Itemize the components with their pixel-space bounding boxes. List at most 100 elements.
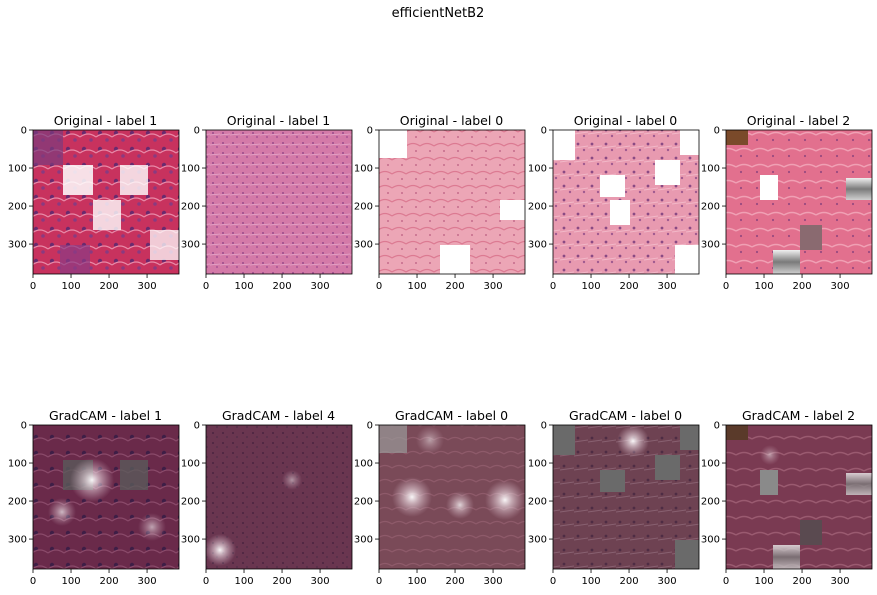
y-tick-label: 300 [8, 240, 27, 251]
panel-gradcam-3: GradCAM - label 0 [378, 408, 526, 570]
tile-patch [800, 520, 822, 545]
axes-frame [725, 129, 873, 275]
y-tick-label: 300 [354, 535, 373, 546]
tile-patch [760, 470, 778, 495]
tile-patch [379, 425, 407, 453]
y-tick-label: 0 [21, 421, 27, 432]
x-tick-label: 200 [99, 576, 118, 587]
y-tick-label: 100 [181, 459, 200, 470]
axes-frame [378, 424, 526, 570]
y-tick-label: 200 [181, 497, 200, 508]
x-tick-label: 200 [272, 576, 291, 587]
y-tick-label: 300 [8, 535, 27, 546]
x-tick-label: 200 [619, 576, 638, 587]
tile-patch [120, 165, 148, 195]
x-tick-label: 0 [723, 576, 729, 587]
x-tick-label: 300 [138, 281, 157, 292]
y-tick-label: 0 [21, 126, 27, 137]
figure-title: efficientNetB2 [392, 6, 485, 21]
x-tick-label: 100 [234, 281, 253, 292]
panel-title: GradCAM - label 2 [742, 408, 855, 423]
tile-patch [675, 245, 699, 274]
y-tick-label: 100 [8, 164, 27, 175]
y-tick-label: 300 [528, 240, 547, 251]
x-tick-label: 0 [550, 281, 556, 292]
heat-spot [48, 498, 76, 526]
tile-patch [726, 130, 748, 145]
x-tick-label: 0 [376, 281, 382, 292]
tile-patch [800, 225, 822, 250]
x-tick-label: 100 [581, 576, 600, 587]
y-tick-label: 200 [528, 202, 547, 213]
x-tick-label: 200 [445, 281, 464, 292]
tile-patch [63, 165, 93, 195]
heat-spot [416, 426, 444, 454]
panel-original-1: Original - label 1 [32, 113, 180, 275]
x-tick-label: 0 [723, 281, 729, 292]
x-tick-label: 300 [831, 281, 850, 292]
x-tick-label: 100 [407, 281, 426, 292]
tile-patch [846, 178, 872, 200]
panel-title: Original - label 0 [574, 113, 678, 128]
tile-patch [553, 130, 575, 160]
histology-image [206, 130, 352, 274]
gradcam-image [33, 425, 179, 569]
axes-frame [378, 129, 526, 275]
heat-spot [392, 477, 432, 517]
tile-patch [610, 200, 630, 225]
tile-patch [655, 160, 680, 185]
x-tick-label: 100 [61, 576, 80, 587]
y-tick-label: 100 [8, 459, 27, 470]
tile-patch [726, 425, 748, 440]
x-tick-label: 300 [658, 281, 677, 292]
x-tick-label: 300 [831, 576, 850, 587]
tile-patch [93, 200, 121, 230]
y-tick-label: 100 [701, 164, 720, 175]
panel-gradcam-2: GradCAM - label 4 [204, 408, 353, 570]
axes-frame [725, 424, 873, 570]
axes-frame [32, 129, 180, 275]
panel-title: Original - label 1 [227, 113, 331, 128]
tile-patch [600, 470, 625, 492]
x-tick-label: 200 [792, 576, 811, 587]
axes-frame [205, 129, 353, 275]
panel-original-5: Original - label 2 [725, 113, 873, 275]
tile-patch [500, 200, 525, 220]
x-tick-label: 0 [30, 576, 36, 587]
tile-patch [600, 175, 625, 197]
x-tick-label: 300 [484, 281, 503, 292]
x-tick-label: 0 [376, 576, 382, 587]
y-tick-label: 100 [354, 164, 373, 175]
axes-frame [552, 129, 700, 275]
y-tick-label: 0 [541, 421, 547, 432]
panel-original-4: Original - label 0 [552, 113, 700, 275]
tile-patch [773, 250, 800, 274]
x-tick-label: 0 [203, 281, 209, 292]
panel-title: Original - label 0 [400, 113, 504, 128]
y-tick-label: 300 [354, 240, 373, 251]
x-tick-label: 100 [234, 576, 253, 587]
x-tick-label: 300 [311, 576, 330, 587]
panel-title: GradCAM - label 1 [49, 408, 162, 423]
y-tick-label: 300 [181, 240, 200, 251]
axes-frame [552, 424, 700, 570]
panel-title: Original - label 2 [747, 113, 851, 128]
y-tick-label: 200 [8, 497, 27, 508]
panel-gradcam-4: GradCAM - label 0 [552, 408, 700, 570]
tile-patch [553, 425, 575, 455]
heat-spot [617, 425, 649, 457]
y-tick-label: 0 [714, 421, 720, 432]
x-tick-label: 100 [407, 576, 426, 587]
tile-patch [680, 130, 699, 155]
y-tick-label: 100 [701, 459, 720, 470]
y-tick-label: 200 [354, 202, 373, 213]
x-tick-label: 200 [99, 281, 118, 292]
tile-patch [675, 540, 699, 569]
panel-title: GradCAM - label 0 [569, 408, 682, 423]
tile-patch [655, 455, 680, 480]
x-tick-label: 200 [445, 576, 464, 587]
y-tick-label: 200 [701, 202, 720, 213]
x-tick-label: 100 [754, 281, 773, 292]
x-tick-label: 100 [61, 281, 80, 292]
y-tick-label: 200 [528, 497, 547, 508]
